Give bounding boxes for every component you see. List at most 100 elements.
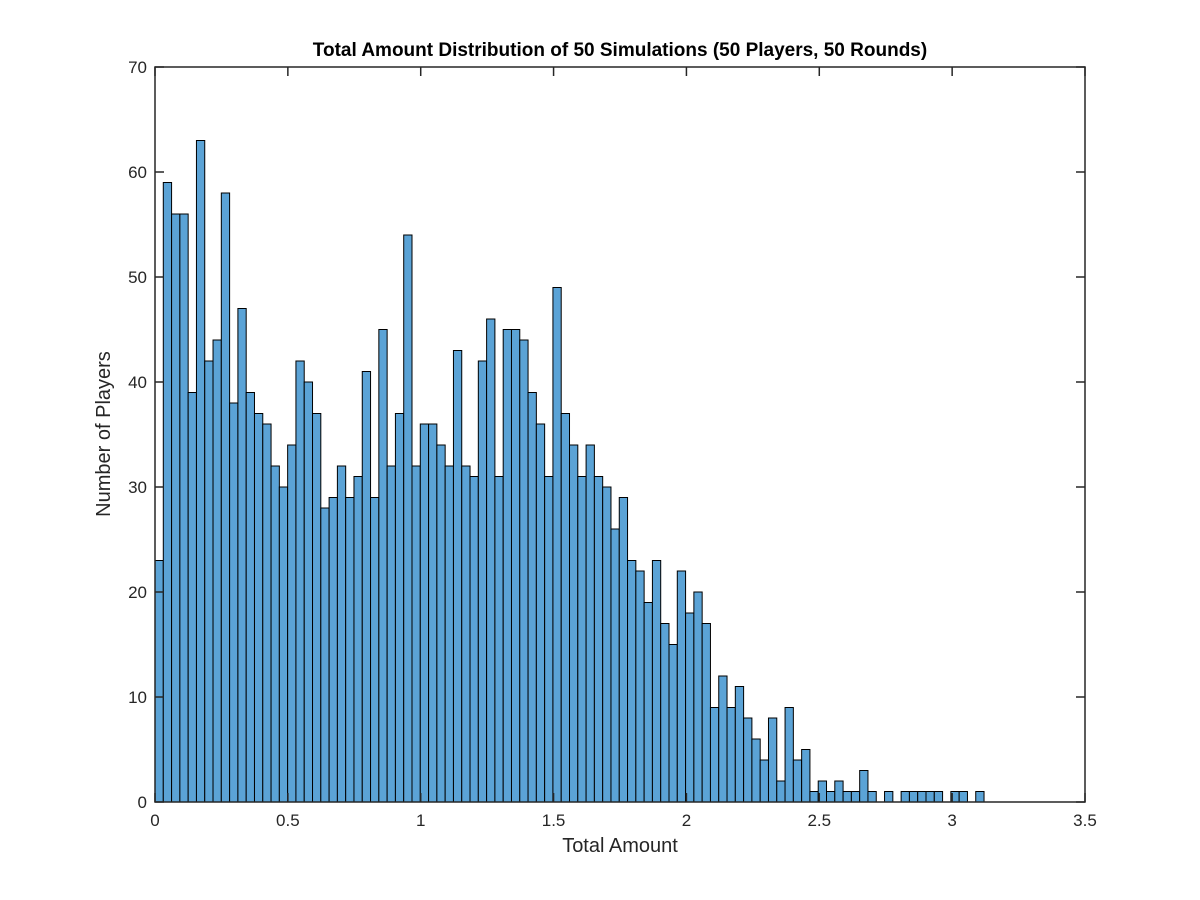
- histogram-bar: [419, 423, 430, 803]
- y-tick-label: 50: [128, 268, 147, 287]
- x-tick-label: 0: [150, 811, 159, 830]
- x-tick-label: 1: [416, 811, 425, 830]
- histogram-bar: [593, 476, 604, 803]
- histogram-bar: [494, 476, 504, 803]
- histogram-bar: [668, 644, 678, 803]
- x-axis: 0 0.5 1 1.5 2 2.5 3 3.5: [150, 67, 1097, 830]
- histogram-bar: [925, 791, 935, 803]
- histogram-bar: [792, 759, 803, 803]
- y-tick-label: 30: [128, 478, 147, 497]
- histogram-bar: [278, 486, 289, 803]
- histogram-bar: [585, 444, 595, 803]
- histogram-bar: [502, 329, 512, 803]
- histogram-bar: [287, 444, 297, 803]
- y-tick-label: 40: [128, 373, 147, 392]
- histogram-bar: [660, 623, 670, 803]
- histogram-bar: [759, 759, 769, 803]
- histogram-bar: [461, 465, 471, 803]
- histogram-bar: [303, 381, 314, 803]
- x-tick-label: 3.5: [1073, 811, 1097, 830]
- y-axis-label: Number of Players: [93, 351, 115, 517]
- y-tick-label: 70: [128, 58, 147, 77]
- histogram-bar: [436, 444, 446, 803]
- y-axis: 0 10 20 30 40 50 60 70: [128, 58, 1085, 812]
- histogram-bar: [477, 360, 488, 803]
- histogram-bar: [784, 707, 794, 803]
- histogram-bar: [527, 392, 537, 803]
- histogram-bar: [917, 791, 927, 803]
- histogram-bar: [328, 497, 338, 803]
- histogram-bar: [809, 791, 819, 803]
- histogram-bar: [859, 770, 869, 803]
- histogram-bar: [237, 308, 247, 803]
- chart-title: Total Amount Distribution of 50 Simulati…: [313, 40, 927, 61]
- histogram-bar: [220, 192, 231, 803]
- histogram-bar: [726, 707, 736, 803]
- y-tick-label: 20: [128, 583, 147, 602]
- histogram-bar: [394, 413, 405, 803]
- x-tick-label: 2.5: [807, 811, 831, 830]
- histogram-bar: [162, 182, 173, 803]
- histogram-bar: [751, 738, 761, 803]
- histogram-bar: [801, 749, 811, 803]
- histogram-bar: [469, 476, 479, 803]
- histogram-bar: [411, 465, 421, 803]
- histogram-bar: [834, 780, 844, 803]
- histogram-bar: [743, 717, 753, 803]
- histogram-bar: [734, 686, 745, 803]
- histogram-bar: [718, 675, 728, 803]
- histogram-bar: [154, 560, 164, 803]
- histogram-bar: [179, 213, 189, 803]
- histogram-bar: [602, 486, 612, 803]
- histogram-bar: [519, 339, 529, 803]
- histogram-bar: [295, 360, 305, 803]
- histogram-bar: [933, 791, 944, 803]
- histogram-bar: [867, 791, 877, 803]
- histogram-bar: [452, 350, 463, 803]
- histogram-bar: [204, 360, 214, 803]
- histogram-bar: [560, 413, 571, 803]
- histogram-bar: [336, 465, 347, 803]
- x-tick-label: 0.5: [276, 811, 300, 830]
- histogram-bar: [345, 497, 355, 803]
- histogram-bar: [676, 570, 687, 803]
- histogram-bar: [544, 476, 554, 803]
- x-axis-label: Total Amount: [562, 835, 678, 857]
- histogram-bar: [253, 413, 264, 803]
- histogram-bar: [486, 318, 496, 803]
- histogram-bar: [403, 234, 413, 803]
- histogram-bar: [187, 392, 197, 803]
- histogram-bar: [635, 570, 645, 803]
- histogram-bar: [195, 140, 206, 803]
- histogram-bar: [370, 497, 380, 803]
- x-tick-label: 2: [682, 811, 691, 830]
- histogram-bar: [958, 791, 968, 803]
- histogram-bar: [552, 287, 562, 803]
- histogram-bar: [618, 497, 629, 803]
- histogram-bar: [651, 560, 662, 803]
- histogram-bar: [826, 791, 836, 803]
- histogram-bar: [270, 465, 280, 803]
- histogram-bar: [842, 791, 852, 803]
- histogram-bar: [850, 791, 861, 803]
- histogram-bar: [767, 717, 778, 803]
- x-tick-label: 1.5: [542, 811, 566, 830]
- histogram-bar: [386, 465, 396, 803]
- histogram-bar: [900, 791, 910, 803]
- histogram-bar: [884, 791, 894, 803]
- histogram-bar: [577, 476, 587, 803]
- histogram-bar: [444, 465, 454, 803]
- histogram-bar: [428, 423, 438, 803]
- histogram-bar: [171, 213, 181, 803]
- axes-frame: [154, 66, 1086, 803]
- histogram-bar: [908, 791, 919, 803]
- histogram-bar: [312, 413, 322, 803]
- histogram-bar: [510, 329, 521, 803]
- histogram-bar: [569, 444, 579, 803]
- histogram-bar: [320, 507, 330, 803]
- histogram-bar: [701, 623, 711, 803]
- histogram-bar: [627, 560, 637, 803]
- histogram-bar: [535, 423, 546, 803]
- histogram-bar: [693, 591, 703, 803]
